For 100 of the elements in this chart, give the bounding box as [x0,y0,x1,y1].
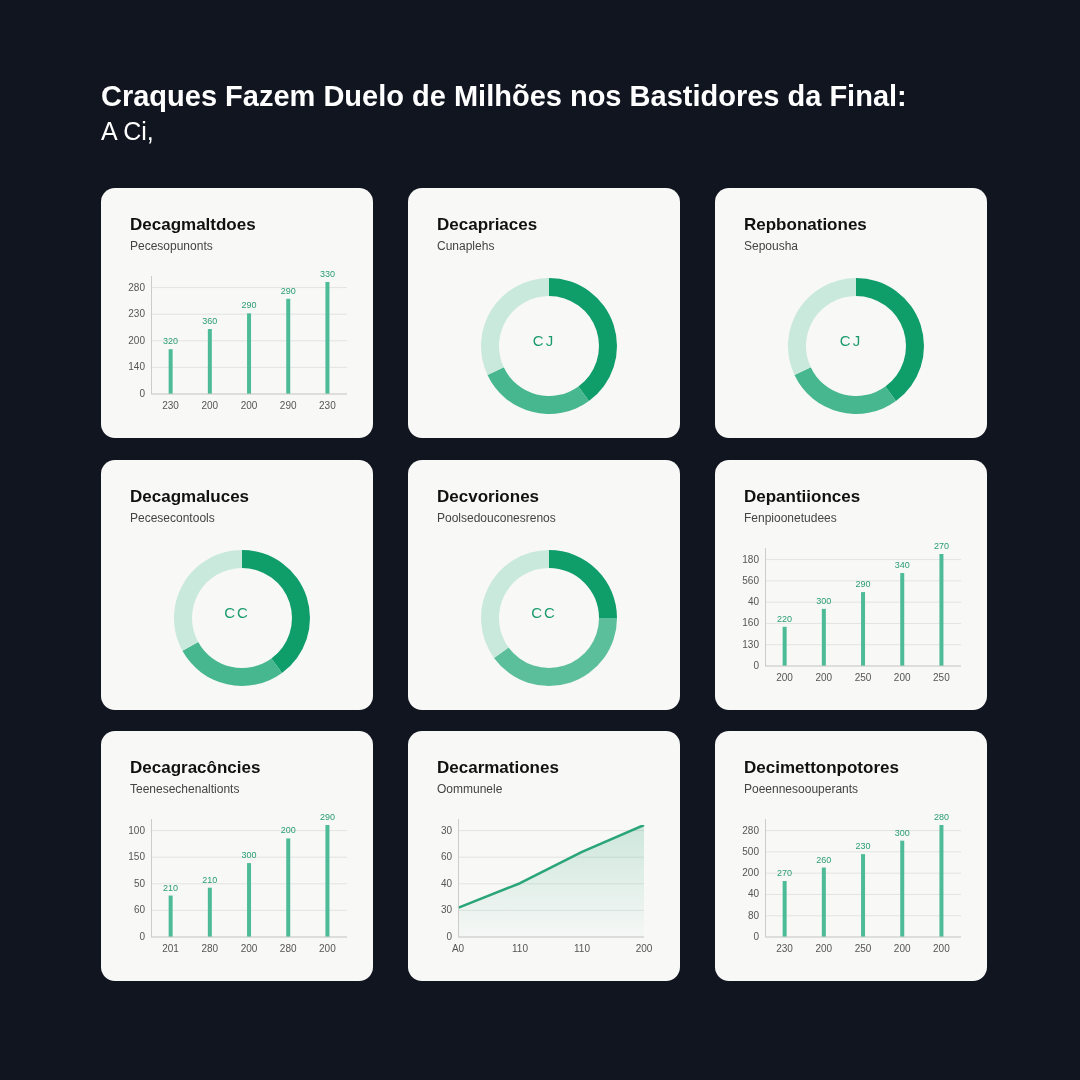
chart-subtitle: Poolsedouconesrenos [437,511,556,525]
chart-title: Repbonationes [744,215,867,235]
x-tick-label: 250 [933,672,951,684]
text: 150 [127,851,145,864]
text: CJ [838,332,864,349]
annotation: 300 [241,850,257,861]
chart-title: Decagracôncies [130,758,261,778]
chart-title: Decagmaluces [130,487,250,507]
annotation: 320 [163,336,179,347]
chart-title: Decvoriones [437,487,540,507]
text: CJ [531,332,557,349]
x-tick-label: 201 [162,943,180,955]
x-tick-label: 230 [776,943,794,955]
text: 280 [741,824,759,837]
donut-slice [487,367,589,414]
bar [861,854,866,937]
chart-title: Decimettonpotores [744,758,899,778]
annotation: 210 [163,882,179,893]
annotation: 210 [202,874,218,885]
bar [325,825,330,937]
x-tick-label: 230 [162,400,180,412]
x-tick-label: 250 [854,943,872,955]
bar [207,887,212,937]
chart-title: Depantiionces [744,487,861,507]
bar [821,867,826,937]
x-tick-label: 280 [279,943,297,955]
bar [168,895,173,937]
x-tick-label: 110 [574,943,591,955]
chart-title: Decagmaltdoes [130,215,256,235]
chart-subtitle: Sepousha [744,239,799,253]
bar [247,863,252,937]
text: 280 [933,812,949,822]
annotation: 290 [280,285,296,296]
x-tick-label: 280 [201,943,219,955]
x-tick-label: 290 [279,400,297,412]
text: 270 [933,541,949,551]
donut-slice [794,367,896,414]
chart-subtitle: Pecesopunonts [130,239,213,253]
text: 130 [741,638,759,651]
text: 180 [741,553,759,566]
bar [286,298,291,394]
chart-subtitle: Pecesecontools [130,511,215,525]
bar [168,349,173,394]
bar [325,282,330,394]
text: 0 [138,931,145,943]
text: 40 [746,888,759,901]
bar [900,840,905,937]
annotation: 220 [777,613,793,624]
chart-title: Decapriaces [437,215,538,235]
bar [207,329,212,394]
text: 560 [741,574,759,587]
text: 60 [439,851,452,864]
text: 0 [752,931,759,943]
x-tick-label: A0 [451,943,465,955]
text: 40 [746,596,759,609]
x-tick-label: 200 [893,943,911,955]
bar [861,592,866,666]
text: A Ci, [101,117,155,146]
text: 160 [741,617,759,630]
bar [900,573,905,666]
text: 200 [741,867,759,880]
bar [939,825,944,937]
text: 0 [138,388,145,400]
text: 290 [319,812,335,822]
x-tick-label: 200 [240,943,258,955]
text: 50 [132,877,145,890]
annotation: 290 [241,300,257,311]
text: 0 [752,660,759,672]
text: 200 [127,334,145,347]
text: 500 [741,845,759,858]
annotation: 300 [816,595,832,606]
text: 330 [319,269,335,279]
chart-subtitle: Oommunele [437,782,503,796]
chart-title: Decarmationes [437,758,559,778]
bar [247,313,252,394]
text: CC [223,604,251,621]
x-tick-label: 200 [815,672,833,684]
x-tick-label: 200 [635,943,653,955]
chart-subtitle: Cunaplehs [437,239,495,253]
chart-subtitle: Teenesechenaltionts [130,782,240,796]
text: 30 [439,824,452,837]
bar [821,608,826,666]
annotation: 290 [855,579,871,590]
x-tick-label: 200 [319,943,337,955]
x-tick-label: 200 [240,400,258,412]
annotation: 360 [202,316,218,327]
text: 140 [127,361,145,374]
annotation: 260 [816,854,832,865]
text: 60 [132,904,145,917]
donut-slice [182,642,282,686]
bar [782,881,787,937]
x-tick-label: 200 [893,672,911,684]
x-tick-label: 200 [201,400,219,412]
chart-subtitle: Fenpioonetudees [744,511,837,525]
text: CC [530,604,558,621]
text: 40 [439,877,452,890]
bar [939,554,944,666]
text: 280 [127,281,145,294]
text: 30 [439,904,452,917]
annotation: 230 [855,841,871,852]
